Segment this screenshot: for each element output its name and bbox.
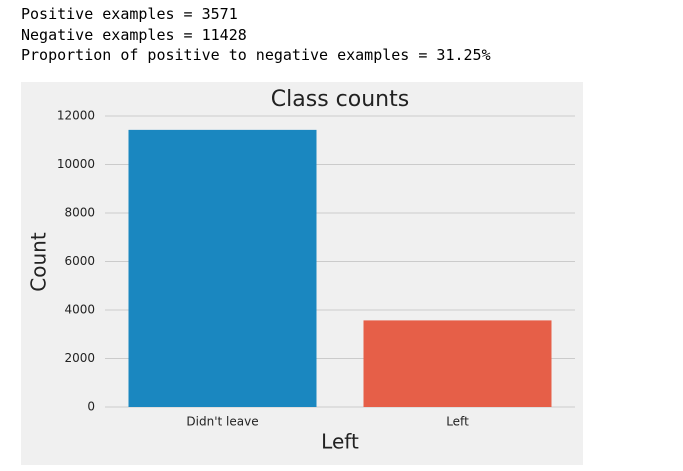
chart-title: Class counts [271, 87, 409, 112]
x-tick-label: Didn't leave [186, 415, 258, 429]
y-tick-label: 6000 [64, 254, 95, 268]
y-tick-label: 10000 [57, 157, 95, 171]
y-tick-label: 0 [87, 400, 95, 414]
y-tick-label: 8000 [64, 206, 95, 220]
y-tick-label: 12000 [57, 109, 95, 123]
output-line: Positive examples = 3571 [21, 5, 238, 23]
x-axis-label: Left [321, 430, 359, 454]
y-axis-label: Count [27, 232, 51, 292]
output-line: Proportion of positive to negative examp… [21, 46, 491, 64]
output-line: Negative examples = 11428 [21, 26, 247, 44]
y-tick-label: 2000 [64, 351, 95, 365]
x-tick-label: Left [446, 415, 469, 429]
bar [128, 129, 317, 407]
y-tick-label: 4000 [64, 303, 95, 317]
bar [363, 320, 552, 407]
